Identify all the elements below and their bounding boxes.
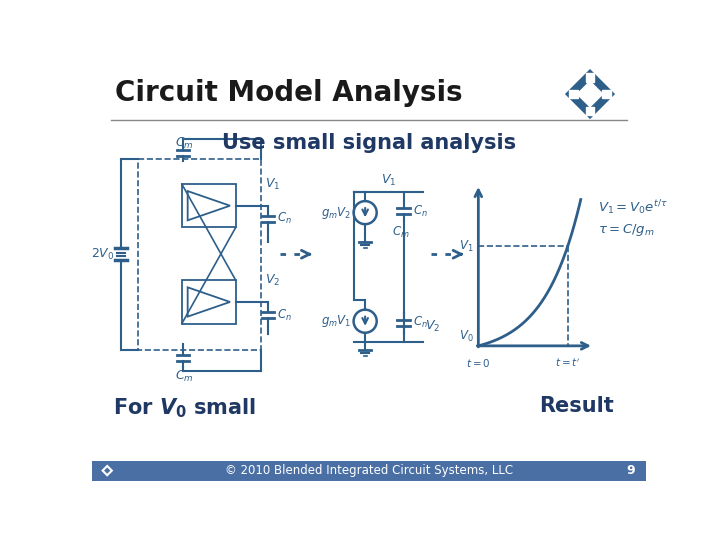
Text: $V_1$: $V_1$ bbox=[265, 177, 280, 192]
Text: $t=t'$: $t=t'$ bbox=[555, 356, 580, 369]
Text: $C_n$: $C_n$ bbox=[277, 307, 292, 322]
Text: Result: Result bbox=[539, 396, 614, 416]
Text: Circuit Model Analysis: Circuit Model Analysis bbox=[115, 79, 462, 107]
Text: For $\bfit{V}_\mathbf{0}$ small: For $\bfit{V}_\mathbf{0}$ small bbox=[113, 396, 257, 420]
Polygon shape bbox=[570, 90, 577, 98]
Text: $g_m V_1$: $g_m V_1$ bbox=[321, 313, 351, 329]
Text: $C_m$: $C_m$ bbox=[175, 369, 194, 384]
Polygon shape bbox=[586, 73, 594, 82]
Text: $V_1 = V_0 e^{t/\tau}$: $V_1 = V_0 e^{t/\tau}$ bbox=[598, 198, 668, 217]
Text: $V_2$: $V_2$ bbox=[265, 273, 280, 288]
Text: $C_n$: $C_n$ bbox=[277, 211, 292, 226]
Text: © 2010 Blended Integrated Circuit Systems, LLC: © 2010 Blended Integrated Circuit System… bbox=[225, 464, 513, 477]
Text: $C_n$: $C_n$ bbox=[413, 204, 428, 219]
Text: $\tau = C / g_m$: $\tau = C / g_m$ bbox=[598, 222, 655, 238]
Text: $V_1$: $V_1$ bbox=[381, 173, 396, 188]
Polygon shape bbox=[586, 106, 594, 115]
Text: $V_1$: $V_1$ bbox=[459, 239, 474, 254]
Text: $g_m V_2$: $g_m V_2$ bbox=[321, 205, 351, 221]
Text: $C_m$: $C_m$ bbox=[175, 136, 194, 151]
Bar bbox=[92, 461, 647, 481]
Text: 9: 9 bbox=[626, 464, 635, 477]
Text: $V_2$: $V_2$ bbox=[426, 319, 441, 334]
Polygon shape bbox=[577, 82, 603, 107]
Text: $C_n$: $C_n$ bbox=[413, 315, 428, 330]
Text: Use small signal analysis: Use small signal analysis bbox=[222, 132, 516, 153]
Text: $V_0$: $V_0$ bbox=[459, 329, 474, 344]
Polygon shape bbox=[567, 71, 613, 117]
Text: $C_m$: $C_m$ bbox=[392, 225, 410, 240]
Text: $2V_0$: $2V_0$ bbox=[91, 247, 115, 262]
Text: $t=0$: $t=0$ bbox=[466, 356, 490, 369]
Polygon shape bbox=[603, 90, 611, 98]
